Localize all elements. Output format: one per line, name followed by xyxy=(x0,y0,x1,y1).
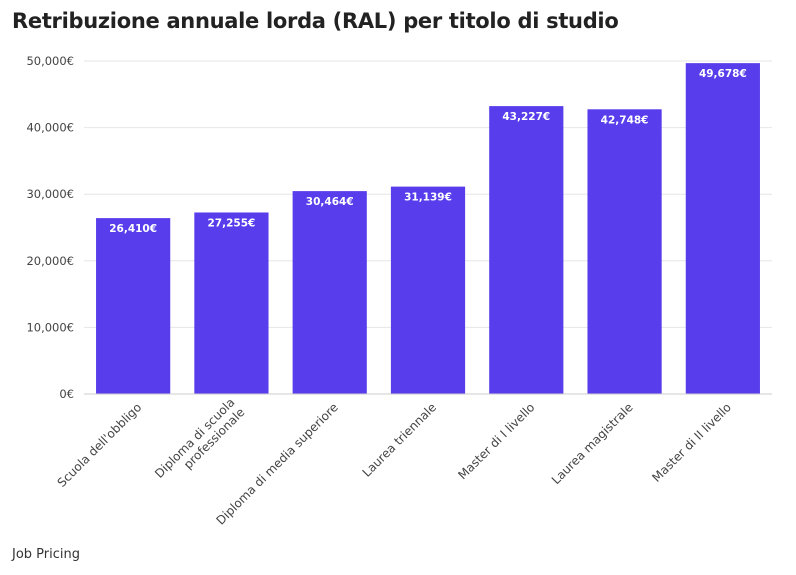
bar xyxy=(292,191,367,394)
bar-value-label: 27,255€ xyxy=(208,217,256,229)
category-label: Master di I livello xyxy=(455,400,537,482)
chart-title: Retribuzione annuale lorda (RAL) per tit… xyxy=(12,9,619,33)
bars xyxy=(96,63,760,395)
y-tick-label: 20,000€ xyxy=(26,254,74,268)
y-axis-ticks: 0€ 10,000€ 20,000€ 30,000€ 40,000€ 50,000€ xyxy=(26,54,74,401)
y-tick-label: 40,000€ xyxy=(26,121,74,135)
y-tick-label: 50,000€ xyxy=(26,54,74,68)
category-label-line: Master di II livello xyxy=(649,400,734,485)
x-axis-categories: Scuola dell'obbligo Diploma di scuolaprof… xyxy=(55,395,734,527)
y-tick-label: 0€ xyxy=(59,387,74,401)
bar-value-label: 49,678€ xyxy=(699,68,747,80)
category-label: Scuola dell'obbligo xyxy=(55,400,145,490)
bar xyxy=(489,106,564,394)
category-label-line: Scuola dell'obbligo xyxy=(55,400,145,490)
bar xyxy=(390,186,466,394)
bar-value-label: 26,410€ xyxy=(109,223,157,235)
data-labels: 26,410€ 27,255€ 30,464€ 31,139€ 43,227€ 42,74… xyxy=(109,68,747,235)
bar-value-label: 42,748€ xyxy=(601,114,649,126)
bar xyxy=(194,212,269,394)
bar xyxy=(587,109,662,395)
category-label-line: Laurea triennale xyxy=(360,400,440,480)
bar-value-label: 30,464€ xyxy=(306,196,354,208)
category-label: Diploma di scuolaprofessionale xyxy=(152,395,247,490)
category-label: Laurea triennale xyxy=(360,400,440,480)
source-note: Job Pricing xyxy=(12,547,80,562)
category-label: Master di II livello xyxy=(649,400,734,485)
bar xyxy=(685,63,760,394)
bar-value-label: 43,227€ xyxy=(502,111,550,123)
y-tick-label: 10,000€ xyxy=(26,320,74,334)
bar xyxy=(96,218,171,394)
bar-value-label: 31,139€ xyxy=(404,192,452,204)
category-label: Laurea magistrale xyxy=(549,400,636,487)
category-label-line: Diploma di scuola xyxy=(152,395,238,481)
category-label-line: Master di I livello xyxy=(455,400,537,482)
category-label-line: Laurea magistrale xyxy=(549,400,636,487)
y-tick-label: 30,000€ xyxy=(26,187,74,201)
